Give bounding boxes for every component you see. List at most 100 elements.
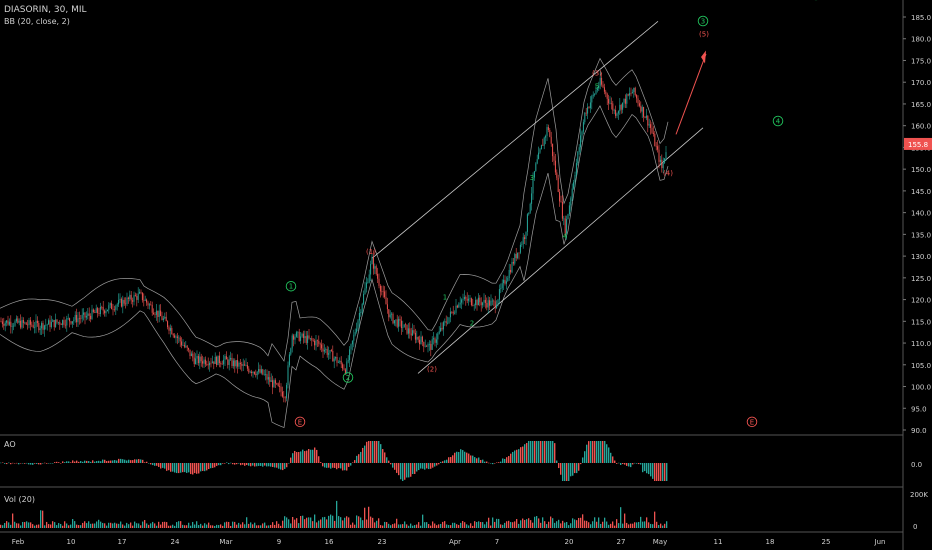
candle-body [426,346,428,347]
volume-bar [382,525,384,528]
ao-bar [194,463,196,474]
candle-body [372,256,374,269]
ao-bar [424,463,426,470]
ao-bar [550,441,552,463]
candle-body [116,304,118,307]
minor-wave-1: 1 [443,294,447,302]
ao-bar [642,463,644,473]
ao-bar [458,452,460,463]
candle-body [316,340,318,342]
volume-bar [448,524,450,528]
candle-body [144,299,146,301]
volume-bar [338,516,340,528]
candle-body [470,298,472,306]
volume-bar [358,516,360,528]
volume-bar [70,524,72,528]
candle-body [29,320,31,325]
ao-bar [74,461,76,463]
time-tick-label: 24 [171,538,180,546]
ao-bar [296,452,298,463]
candle-body [389,314,391,318]
candle-body [85,315,87,318]
ao-bar [176,463,178,474]
volume-bar [512,522,514,528]
volume-bar [440,523,442,528]
volume-bar [530,520,532,528]
volume-bar [308,517,310,528]
volume-bar [50,524,52,528]
price-tick-label: 95.0 [911,405,927,413]
volume-bar [24,522,26,528]
volume-bar [546,524,548,528]
volume-bar [536,516,538,528]
volume-bar [276,521,278,528]
ao-bar [138,459,140,463]
ao-bar [324,463,326,468]
ao-bar [406,463,408,478]
volume-bar [518,523,520,528]
ao-bar [220,463,222,466]
ao-bar [652,463,654,479]
ao-bar [118,458,120,463]
candle-body [41,323,43,329]
ao-bar [114,460,116,463]
candle-body [244,364,246,366]
volume-bar [456,524,458,528]
volume-bar [88,521,90,528]
price-tick-label: 125.0 [911,275,931,283]
ao-bar [576,463,578,474]
candle-body [574,175,576,183]
candle-body [448,317,450,323]
channel-upper-line [371,21,659,259]
ao-bar [518,449,520,463]
ao-bar [156,463,158,466]
ao-bar [484,461,486,463]
candle-body [542,145,544,146]
volume-bar [406,524,408,528]
candle-body [486,302,488,308]
ao-bar [510,453,512,463]
wave-label-e [746,416,758,428]
ao-bar [396,463,398,473]
ao-bar [190,463,192,475]
volume-bar [428,523,430,528]
volume-bar [80,525,82,528]
candle-body [532,177,534,194]
candle-body [500,288,502,290]
candle-body [305,336,307,343]
ao-bar [180,463,182,473]
candle-body [592,94,594,97]
ao-bar [498,462,500,463]
candle-body [300,336,302,341]
ao-bar [78,461,80,463]
candle-body [643,106,645,117]
candle-body [395,319,397,321]
volume-bar [496,518,498,528]
candle-body [465,296,467,299]
volume-bar [618,523,620,528]
volume-bar [664,523,666,528]
candle-body [556,172,558,178]
candle-body [608,98,610,104]
candle-body [15,318,17,322]
ao-bar [116,460,118,463]
ao-bar [660,463,662,481]
candle-body [134,295,136,296]
ao-bar [236,463,238,465]
volume-bar [166,522,168,528]
candle-body [413,330,415,333]
candle-body [81,314,83,319]
volume-bar [602,521,604,528]
price-tick-label: 110.0 [911,340,931,348]
ao-bar [52,463,54,464]
price-tick-label: 105.0 [911,362,931,370]
time-tick-label: 17 [118,538,127,546]
volume-bar [172,524,174,528]
candle-body [598,85,600,89]
volume-bar [328,515,330,528]
volume-bar [548,521,550,528]
candle-body [651,127,653,133]
candle-body [181,341,183,346]
volume-bar [444,521,446,528]
